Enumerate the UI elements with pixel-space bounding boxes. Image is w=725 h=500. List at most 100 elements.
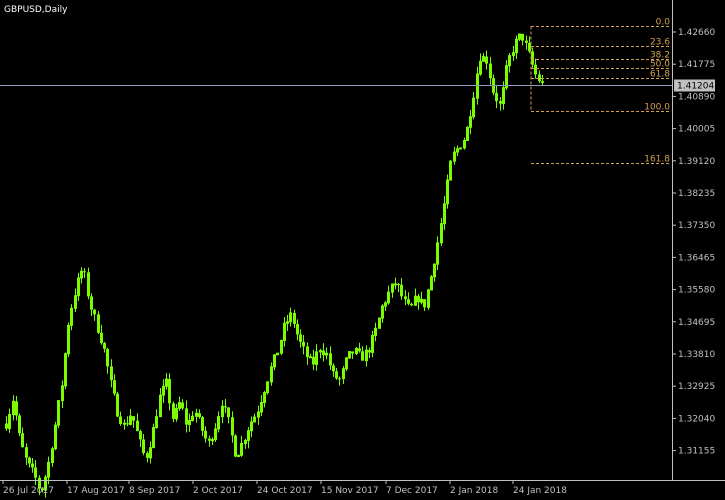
candle [296, 319, 299, 341]
crosshair[interactable]: 1.41204 [0, 79, 715, 92]
candle [430, 275, 433, 291]
candle [329, 346, 332, 370]
candle-body [21, 433, 24, 448]
candle-body [77, 277, 80, 297]
candle [312, 349, 315, 371]
candle [270, 362, 273, 386]
candle [113, 374, 116, 396]
candles [5, 33, 544, 498]
candle [191, 411, 194, 422]
candle-body [247, 430, 250, 441]
candle-body [155, 416, 158, 429]
candle [195, 408, 198, 423]
candle-body [221, 405, 224, 418]
candle-body [276, 352, 279, 356]
candle-body [15, 401, 18, 416]
fibo-level-label: 50.0 [650, 60, 670, 70]
candle [8, 408, 11, 433]
candle [521, 33, 524, 46]
candle [221, 400, 224, 424]
candle-body [270, 366, 273, 383]
candle [472, 92, 475, 120]
candle [387, 285, 390, 305]
candle-body [286, 321, 289, 324]
candle-body [244, 439, 247, 444]
candle [302, 335, 305, 355]
candle-body [44, 476, 47, 491]
candle-body [348, 351, 351, 359]
candle [132, 416, 135, 428]
candle-body [168, 379, 171, 404]
candle-body [472, 97, 475, 118]
candle [260, 395, 263, 417]
candle [15, 395, 18, 421]
candle-body [172, 403, 175, 419]
candle [103, 341, 106, 353]
candle-body [162, 385, 165, 396]
candle [178, 396, 181, 412]
candle-body [342, 368, 345, 380]
candle-body [201, 417, 204, 431]
candle [97, 311, 100, 334]
candle-body [83, 271, 86, 273]
candle-body [110, 366, 113, 381]
candle-body [123, 422, 126, 425]
candle [479, 53, 482, 76]
candle [427, 288, 430, 310]
candle [28, 456, 31, 468]
candle-body [67, 324, 70, 355]
candle-body [93, 309, 96, 315]
candle [453, 146, 456, 165]
candle [155, 409, 158, 429]
candle [54, 421, 57, 451]
candle-body [47, 461, 50, 478]
candle [18, 413, 21, 437]
candle-body [476, 73, 479, 99]
candle-body [534, 64, 537, 75]
candle [188, 413, 191, 432]
candle [116, 391, 119, 418]
candle [142, 433, 145, 456]
candle [214, 423, 217, 442]
candle-body [214, 428, 217, 441]
candle [159, 387, 162, 418]
candle-body [12, 400, 15, 415]
candle-body [302, 341, 305, 347]
candle-body [518, 33, 521, 40]
candle [257, 405, 260, 425]
candle-body [512, 52, 515, 57]
candle [208, 435, 211, 447]
candle-body [34, 467, 37, 478]
candle-body [319, 350, 322, 353]
candle [469, 110, 472, 135]
candle-body [159, 394, 162, 418]
candle-body [351, 351, 354, 354]
candle [172, 401, 175, 423]
candle-body [152, 427, 155, 449]
candle [404, 290, 407, 305]
candle [266, 381, 269, 395]
candle [508, 52, 511, 73]
candle [512, 45, 515, 61]
candle [100, 324, 103, 345]
candle-body [525, 40, 528, 43]
fibonacci-retracement[interactable]: 0.0 23.6 38.250.061.8 100.0 161.8 [530, 18, 671, 165]
fibo-level-label: 23.6 [650, 38, 670, 48]
candle-body [417, 296, 420, 303]
candle [440, 218, 443, 246]
candle-body [440, 223, 443, 244]
candle-body [250, 421, 253, 432]
candle [44, 474, 47, 498]
candle [315, 344, 318, 371]
candle-body [185, 408, 188, 425]
y-tick-label: 1.40890 [678, 92, 715, 102]
candle-body [38, 477, 41, 489]
candle-body [371, 334, 374, 353]
candle-body [355, 347, 358, 354]
candle [348, 351, 351, 359]
candle-body [508, 55, 511, 67]
candle-body [365, 349, 368, 362]
candle-body [499, 101, 502, 104]
candle-body [51, 448, 54, 463]
